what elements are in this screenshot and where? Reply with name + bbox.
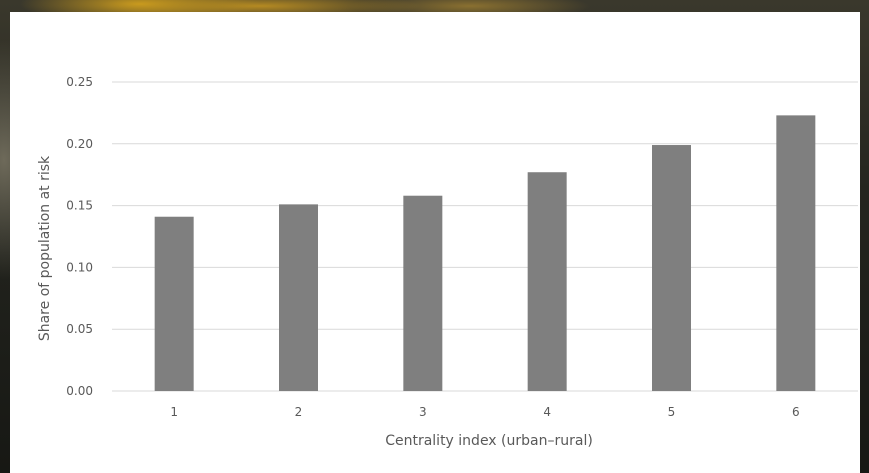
x-axis-title: Centrality index (urban–rural) (385, 433, 593, 449)
y-tick-label: 0.25 (66, 75, 93, 89)
y-axis-ticks: 0.00 0.05 0.10 0.15 0.20 0.25 (66, 75, 93, 398)
y-tick-label: 0.15 (66, 199, 93, 213)
bar-2 (279, 204, 318, 391)
bar-3 (403, 195, 443, 391)
y-tick-label: 0.05 (66, 322, 93, 336)
x-tick-label: 6 (792, 405, 800, 419)
bar-chart: 0.00 0.05 0.10 0.15 0.20 0.25 1 2 3 4 5 6 Centrali… (37, 75, 858, 449)
x-tick-label: 5 (668, 405, 676, 419)
bar-5 (652, 145, 691, 391)
y-tick-label: 0.00 (66, 384, 93, 398)
bar-4 (527, 172, 567, 391)
y-axis-title: Share of population at risk (37, 155, 53, 341)
x-axis-ticks: 1 2 3 4 5 6 (170, 405, 799, 419)
x-tick-label: 4 (543, 405, 551, 419)
bar-1 (154, 216, 194, 391)
gridlines (112, 81, 858, 392)
x-tick-label: 1 (170, 405, 178, 419)
x-tick-label: 2 (295, 405, 303, 419)
x-tick-label: 3 (419, 405, 427, 419)
y-tick-label: 0.20 (66, 137, 93, 151)
y-tick-label: 0.10 (66, 260, 93, 274)
bars (154, 115, 816, 391)
bar-6 (776, 115, 816, 391)
chart-panel: 0.00 0.05 0.10 0.15 0.20 0.25 1 2 3 4 5 6 Centrali… (10, 12, 860, 473)
